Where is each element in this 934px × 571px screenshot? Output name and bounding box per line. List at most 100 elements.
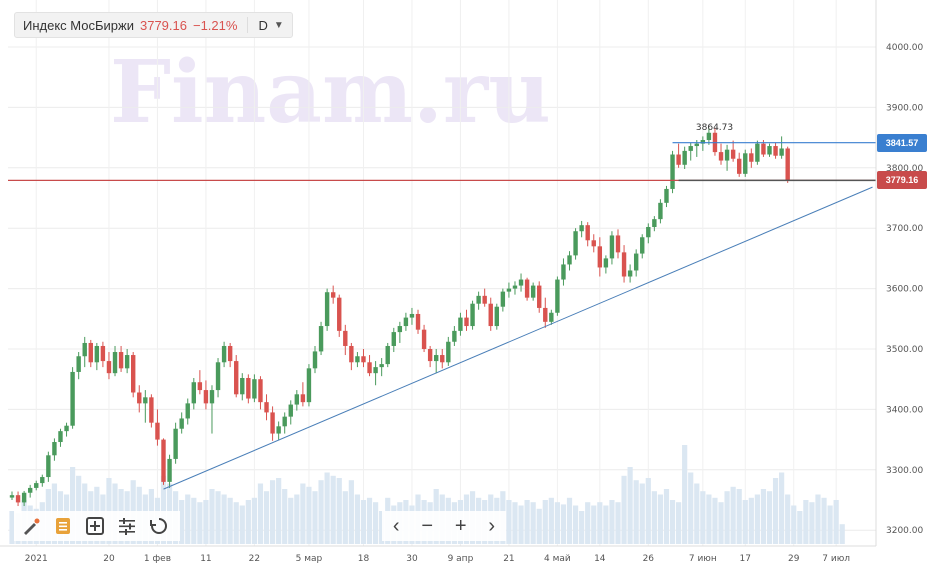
volume-bar [257,483,264,544]
volume-bar [839,524,845,544]
volume-bar [621,475,627,544]
candle [173,422,178,464]
candle [40,474,45,487]
candle [9,491,15,500]
x-tick-label: 11 [200,554,211,564]
candle-body [537,285,542,308]
volume-bar [833,500,839,544]
candle-body [246,377,251,399]
candle-body [337,297,342,331]
volume-bar [276,478,282,544]
candle [670,150,675,194]
candle-body [167,458,172,482]
candle-body [373,367,378,374]
candle-body [549,312,554,322]
candle-body [70,371,75,426]
candle [676,143,681,168]
candle [15,491,21,507]
candle [773,142,778,159]
candle-body [288,404,293,417]
pencil-icon[interactable] [20,515,42,537]
volume-bar [633,480,639,544]
y-tick-label: 3900.00 [886,103,923,113]
candle-body [264,402,269,413]
candle [506,282,512,298]
instrument-header[interactable]: Индекс МосБиржи 3779.16 −1.21% D ▼ [14,12,293,38]
candle [652,216,657,232]
volume-bar [318,480,324,544]
y-tick-label: 3300.00 [886,466,923,476]
candle-body [367,362,372,374]
x-tick-label: 21 [503,554,514,564]
volume-bar [676,502,682,544]
list-icon[interactable] [52,515,74,537]
candle [34,480,39,491]
settings-sliders-icon[interactable] [116,515,138,537]
reset-icon[interactable] [148,515,170,537]
volume-bar [548,497,554,544]
candle-body [94,345,100,363]
volume-bar [191,497,197,544]
candle-body [482,295,487,304]
chevron-down-icon[interactable]: ▼ [273,19,284,31]
candle-body [227,345,233,362]
chevron-left-icon[interactable]: ‹ [392,514,400,537]
navigation-toolbar: ‹ − + › [382,511,506,541]
volume-bar [730,486,736,544]
candle-body [409,313,415,318]
candle-body [397,326,403,333]
candle [621,245,627,283]
volume-bar [760,489,767,544]
candle-body [270,412,275,434]
candle-body [779,148,784,156]
candle-body [21,492,27,503]
candle-body [282,416,287,427]
y-tick-label: 3400.00 [886,405,923,415]
candle [258,376,263,410]
candle [318,321,324,356]
candle-body [343,330,348,346]
x-tick-label: 26 [643,554,655,564]
candle [300,382,306,407]
candle [706,127,712,145]
volume-bar [245,500,251,544]
candle-body [591,240,596,247]
candle-body [749,153,754,162]
candle [70,367,75,429]
candle-body [252,379,257,399]
candle-body [361,356,366,363]
candle [633,249,639,277]
candle-body [179,418,184,429]
interval-select[interactable]: D [258,17,268,33]
candle [112,345,118,377]
x-tick-label: 30 [406,554,418,564]
chevron-right-icon[interactable]: › [488,514,496,537]
candle [64,422,69,437]
volume-bar [215,491,221,544]
candle-body [579,225,584,232]
volume-bar [554,502,560,544]
candle [82,336,87,368]
instrument-price: 3779.16 [139,17,187,33]
candle-body [415,313,421,330]
candle [658,199,663,224]
candle [549,309,554,325]
candle [488,297,493,331]
x-tick-label: 18 [358,554,370,564]
candle-body [700,140,706,144]
add-panel-icon[interactable] [84,515,106,537]
volume-bar [682,445,688,544]
y-tick-label: 3200.00 [886,526,923,536]
zoom-out-icon[interactable]: − [421,514,434,537]
zoom-in-icon[interactable]: + [454,514,467,537]
candle-body [506,288,512,292]
volume-bar [312,491,318,544]
candle [494,303,499,330]
candle-body [785,148,790,181]
candle [537,281,542,313]
candle-body [300,394,306,403]
candle [373,361,378,386]
volume-bar [366,497,373,544]
volume-bar [518,505,524,544]
